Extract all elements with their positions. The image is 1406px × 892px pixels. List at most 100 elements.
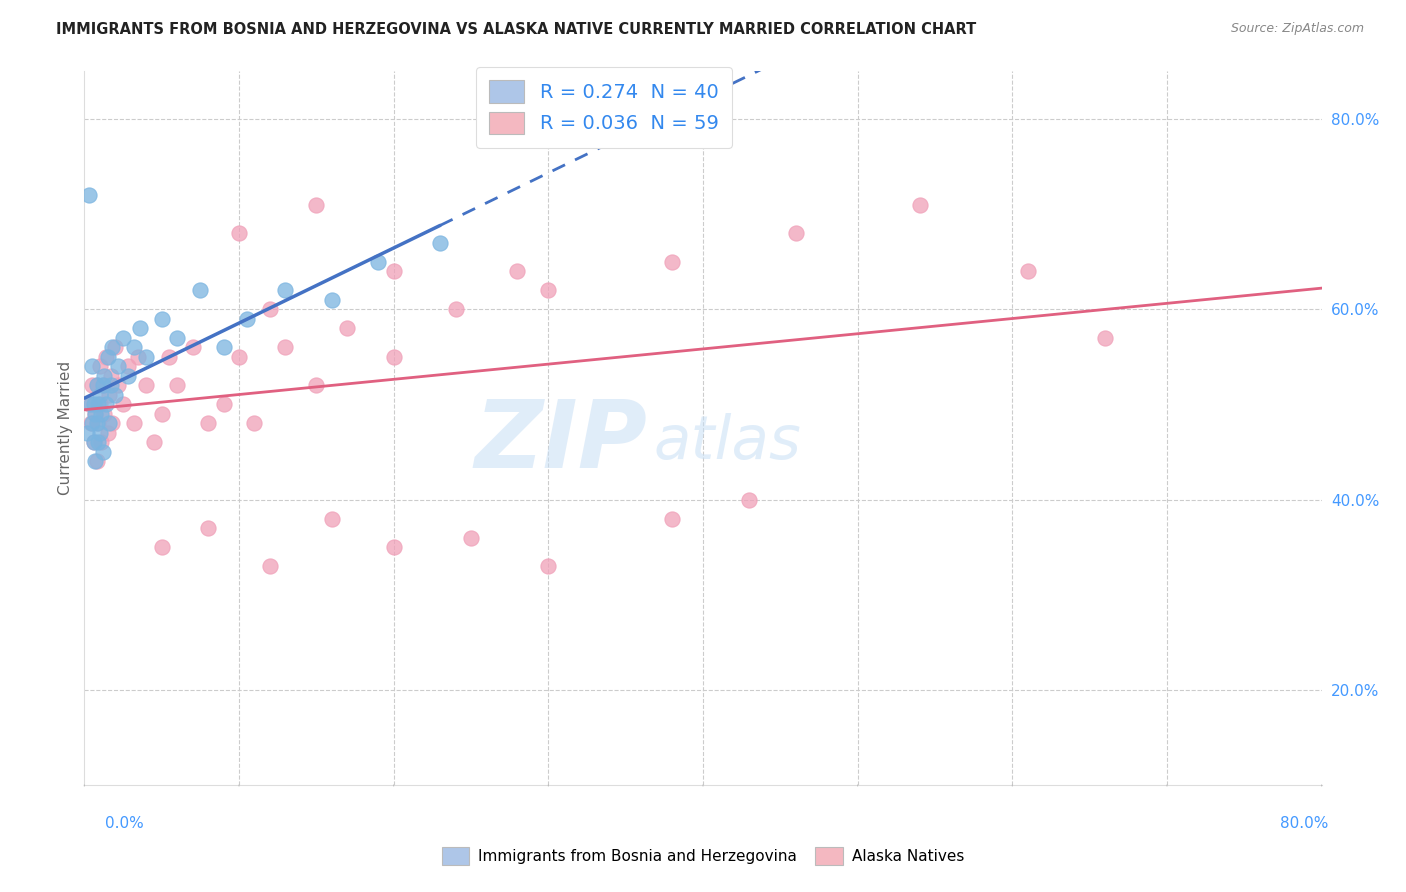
Point [1094,331,1116,345]
Y-axis label: Currently Married: Currently Married [58,361,73,495]
Point [135,350,157,364]
Point [908,197,931,211]
Point [94,350,117,364]
Point [82,417,104,431]
Point [122,417,145,431]
Point [135,378,157,392]
Point [86,417,108,431]
Point [197,521,219,535]
Point [104,340,127,354]
Text: 0.0%: 0.0% [105,816,145,831]
Point [91,378,114,392]
Point [104,388,127,402]
Point [117,368,139,383]
Point [94,397,117,411]
Point [259,559,281,574]
Text: IMMIGRANTS FROM BOSNIA AND HERZEGOVINA VS ALASKA NATIVE CURRENTLY MARRIED CORREL: IMMIGRANTS FROM BOSNIA AND HERZEGOVINA V… [56,22,977,37]
Point [429,235,451,250]
Point [83,397,105,411]
Point [96,425,118,440]
Point [181,340,204,354]
Text: atlas: atlas [654,413,801,472]
Point [150,540,173,554]
Point [537,283,560,297]
Point [1017,264,1039,278]
Point [444,302,467,317]
Point [159,350,180,364]
Point [305,378,328,392]
Point [84,407,107,421]
Text: Source: ZipAtlas.com: Source: ZipAtlas.com [1230,22,1364,36]
Point [87,435,110,450]
Point [83,435,105,450]
Point [89,359,111,374]
Point [83,435,105,450]
Point [129,321,152,335]
Point [506,264,529,278]
Point [86,454,108,468]
Point [243,417,266,431]
Point [661,254,683,268]
Point [89,425,111,440]
Point [166,331,188,345]
Point [84,407,107,421]
Point [76,425,98,440]
Point [82,359,104,374]
Point [90,407,112,421]
Point [537,559,560,574]
Point [122,340,145,354]
Point [143,435,166,450]
Point [150,311,173,326]
Point [90,435,112,450]
Point [321,293,343,307]
Point [382,264,405,278]
Point [112,397,135,411]
Point [127,350,149,364]
Point [101,340,124,354]
Legend: Immigrants from Bosnia and Herzegovina, Alaska Natives: Immigrants from Bosnia and Herzegovina, … [436,841,970,871]
Point [150,407,173,421]
Point [100,378,122,392]
Point [321,511,343,525]
Point [91,378,114,392]
Point [738,492,761,507]
Point [212,340,235,354]
Point [89,388,111,402]
Point [82,378,104,392]
Point [235,311,259,326]
Point [93,368,115,383]
Point [107,359,129,374]
Point [86,378,108,392]
Point [228,350,250,364]
Point [382,350,405,364]
Point [785,226,807,240]
Point [228,226,250,240]
Point [367,254,389,268]
Point [93,407,115,421]
Point [98,388,121,402]
Point [79,397,101,411]
Point [100,368,122,383]
Point [101,417,124,431]
Point [91,445,114,459]
Point [274,340,297,354]
Point [274,283,297,297]
Point [197,417,219,431]
Point [77,397,100,411]
Point [98,417,121,431]
Point [86,378,108,392]
Point [84,454,107,468]
Text: 80.0%: 80.0% [1281,816,1329,831]
Point [188,283,211,297]
Point [305,197,328,211]
Point [336,321,359,335]
Point [89,397,111,411]
Point [661,511,683,525]
Point [460,531,482,545]
Point [107,378,129,392]
Point [212,397,235,411]
Point [117,359,139,374]
Point [79,417,101,431]
Point [382,540,405,554]
Point [259,302,281,317]
